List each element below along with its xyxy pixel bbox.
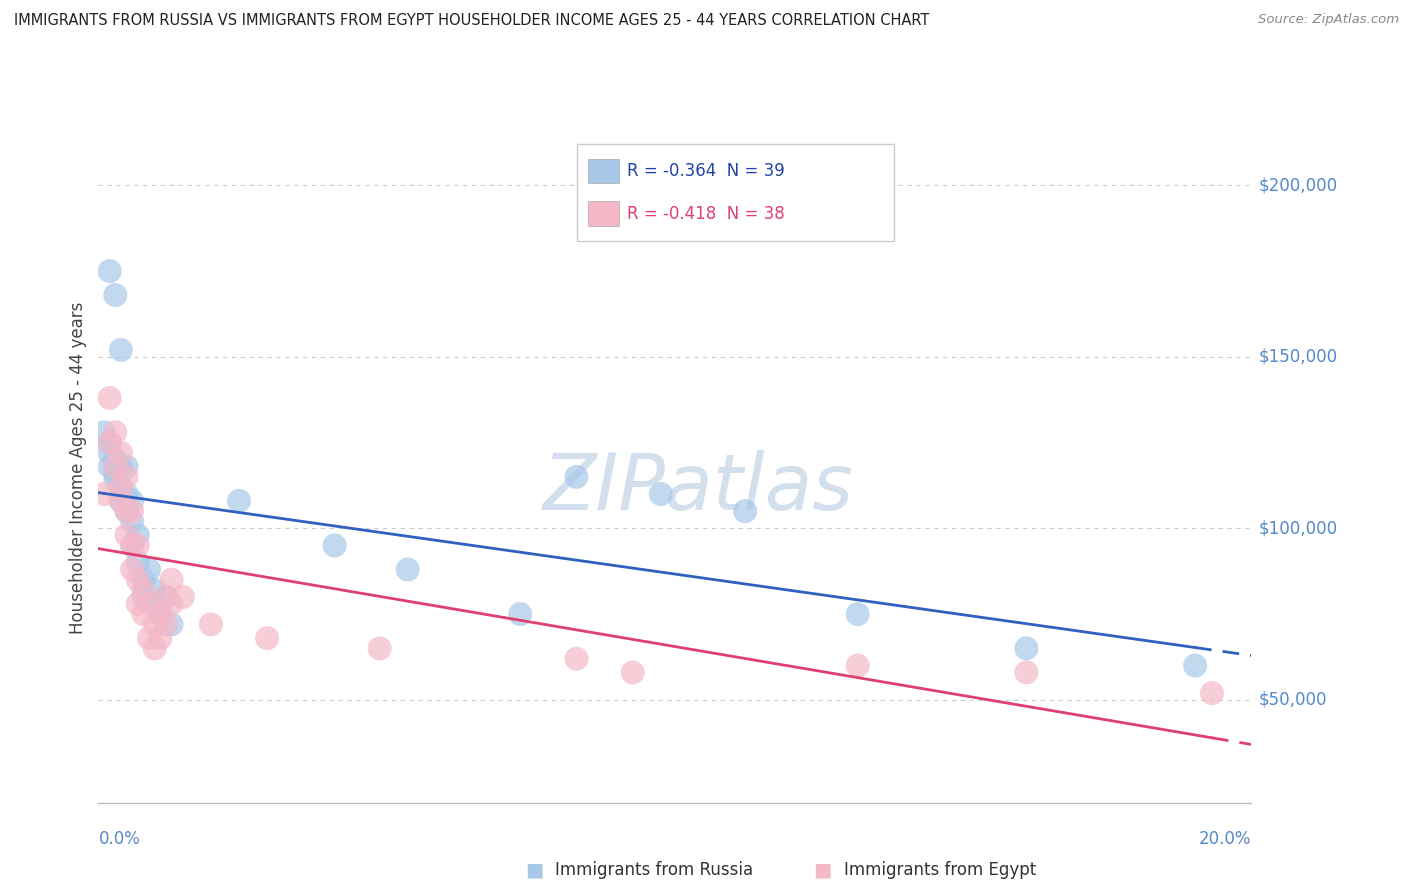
Point (621, 665, 644, 680)
Text: $200,000: $200,000 (1258, 177, 1337, 194)
Text: $50,000: $50,000 (1258, 691, 1327, 709)
Text: 0.0%: 0.0% (98, 830, 141, 847)
Point (115, 459, 138, 474)
Point (565, 470, 588, 484)
Point (160, 617, 183, 632)
Point (104, 452, 127, 467)
Point (228, 494, 250, 508)
Point (143, 583, 166, 598)
Point (127, 573, 149, 587)
Point (110, 446, 132, 460)
Point (155, 590, 177, 604)
Point (650, 487, 672, 501)
Point (1015, 665, 1038, 680)
Point (138, 562, 160, 576)
Point (98, 435, 121, 450)
Point (200, 617, 222, 632)
Text: 20.0%: 20.0% (1199, 830, 1251, 847)
Text: $100,000: $100,000 (1258, 519, 1337, 537)
Point (110, 494, 132, 508)
Point (93, 425, 115, 440)
Point (104, 425, 127, 440)
Text: Immigrants from Russia: Immigrants from Russia (555, 861, 754, 879)
Point (1201, 686, 1223, 700)
Point (110, 343, 132, 357)
Point (132, 583, 155, 598)
Text: ZIPatlas: ZIPatlas (543, 450, 853, 526)
Point (143, 641, 166, 656)
Point (98, 446, 121, 460)
Point (149, 631, 172, 645)
Point (98, 435, 121, 450)
Point (110, 494, 132, 508)
Point (149, 607, 172, 621)
Point (121, 504, 143, 518)
Point (143, 617, 166, 632)
Point (138, 631, 160, 645)
Text: Source: ZipAtlas.com: Source: ZipAtlas.com (1258, 13, 1399, 27)
Point (132, 573, 155, 587)
Text: ■: ■ (813, 860, 832, 880)
Text: Immigrants from Egypt: Immigrants from Egypt (844, 861, 1036, 879)
Point (98, 264, 121, 278)
Point (104, 459, 127, 474)
Point (98, 391, 121, 405)
Point (846, 658, 869, 673)
Point (110, 480, 132, 494)
Point (127, 528, 149, 542)
Point (121, 539, 143, 553)
Point (115, 504, 138, 518)
Point (104, 473, 127, 487)
Text: R = -0.418  N = 38: R = -0.418 N = 38 (627, 204, 785, 223)
Point (115, 487, 138, 501)
Y-axis label: Householder Income Ages 25 - 44 years: Householder Income Ages 25 - 44 years (69, 302, 87, 634)
Point (127, 556, 149, 570)
Point (127, 539, 149, 553)
Point (98, 459, 121, 474)
Point (160, 597, 183, 611)
Point (396, 562, 419, 576)
Point (115, 470, 138, 484)
Point (509, 607, 531, 621)
Text: $150,000: $150,000 (1258, 348, 1337, 366)
Point (846, 607, 869, 621)
Point (115, 528, 138, 542)
Point (155, 590, 177, 604)
Point (104, 288, 127, 302)
Point (132, 607, 155, 621)
Point (110, 480, 132, 494)
Text: IMMIGRANTS FROM RUSSIA VS IMMIGRANTS FROM EGYPT HOUSEHOLDER INCOME AGES 25 - 44 : IMMIGRANTS FROM RUSSIA VS IMMIGRANTS FRO… (14, 13, 929, 29)
Point (121, 515, 143, 529)
Point (143, 597, 166, 611)
Point (121, 562, 143, 576)
Point (734, 504, 756, 518)
Point (1015, 641, 1038, 656)
Point (127, 597, 149, 611)
Point (565, 651, 588, 665)
Point (149, 607, 172, 621)
Point (368, 641, 391, 656)
Point (172, 590, 194, 604)
Point (121, 494, 143, 508)
Point (115, 504, 138, 518)
Point (160, 573, 183, 587)
Point (155, 617, 177, 632)
Text: ■: ■ (524, 860, 544, 880)
Point (323, 539, 346, 553)
Point (104, 467, 127, 481)
Point (138, 597, 160, 611)
Point (121, 539, 143, 553)
Point (110, 459, 132, 474)
Point (93, 487, 115, 501)
Point (1184, 658, 1206, 673)
Text: R = -0.364  N = 39: R = -0.364 N = 39 (627, 162, 785, 180)
Point (132, 590, 155, 604)
Point (256, 631, 278, 645)
